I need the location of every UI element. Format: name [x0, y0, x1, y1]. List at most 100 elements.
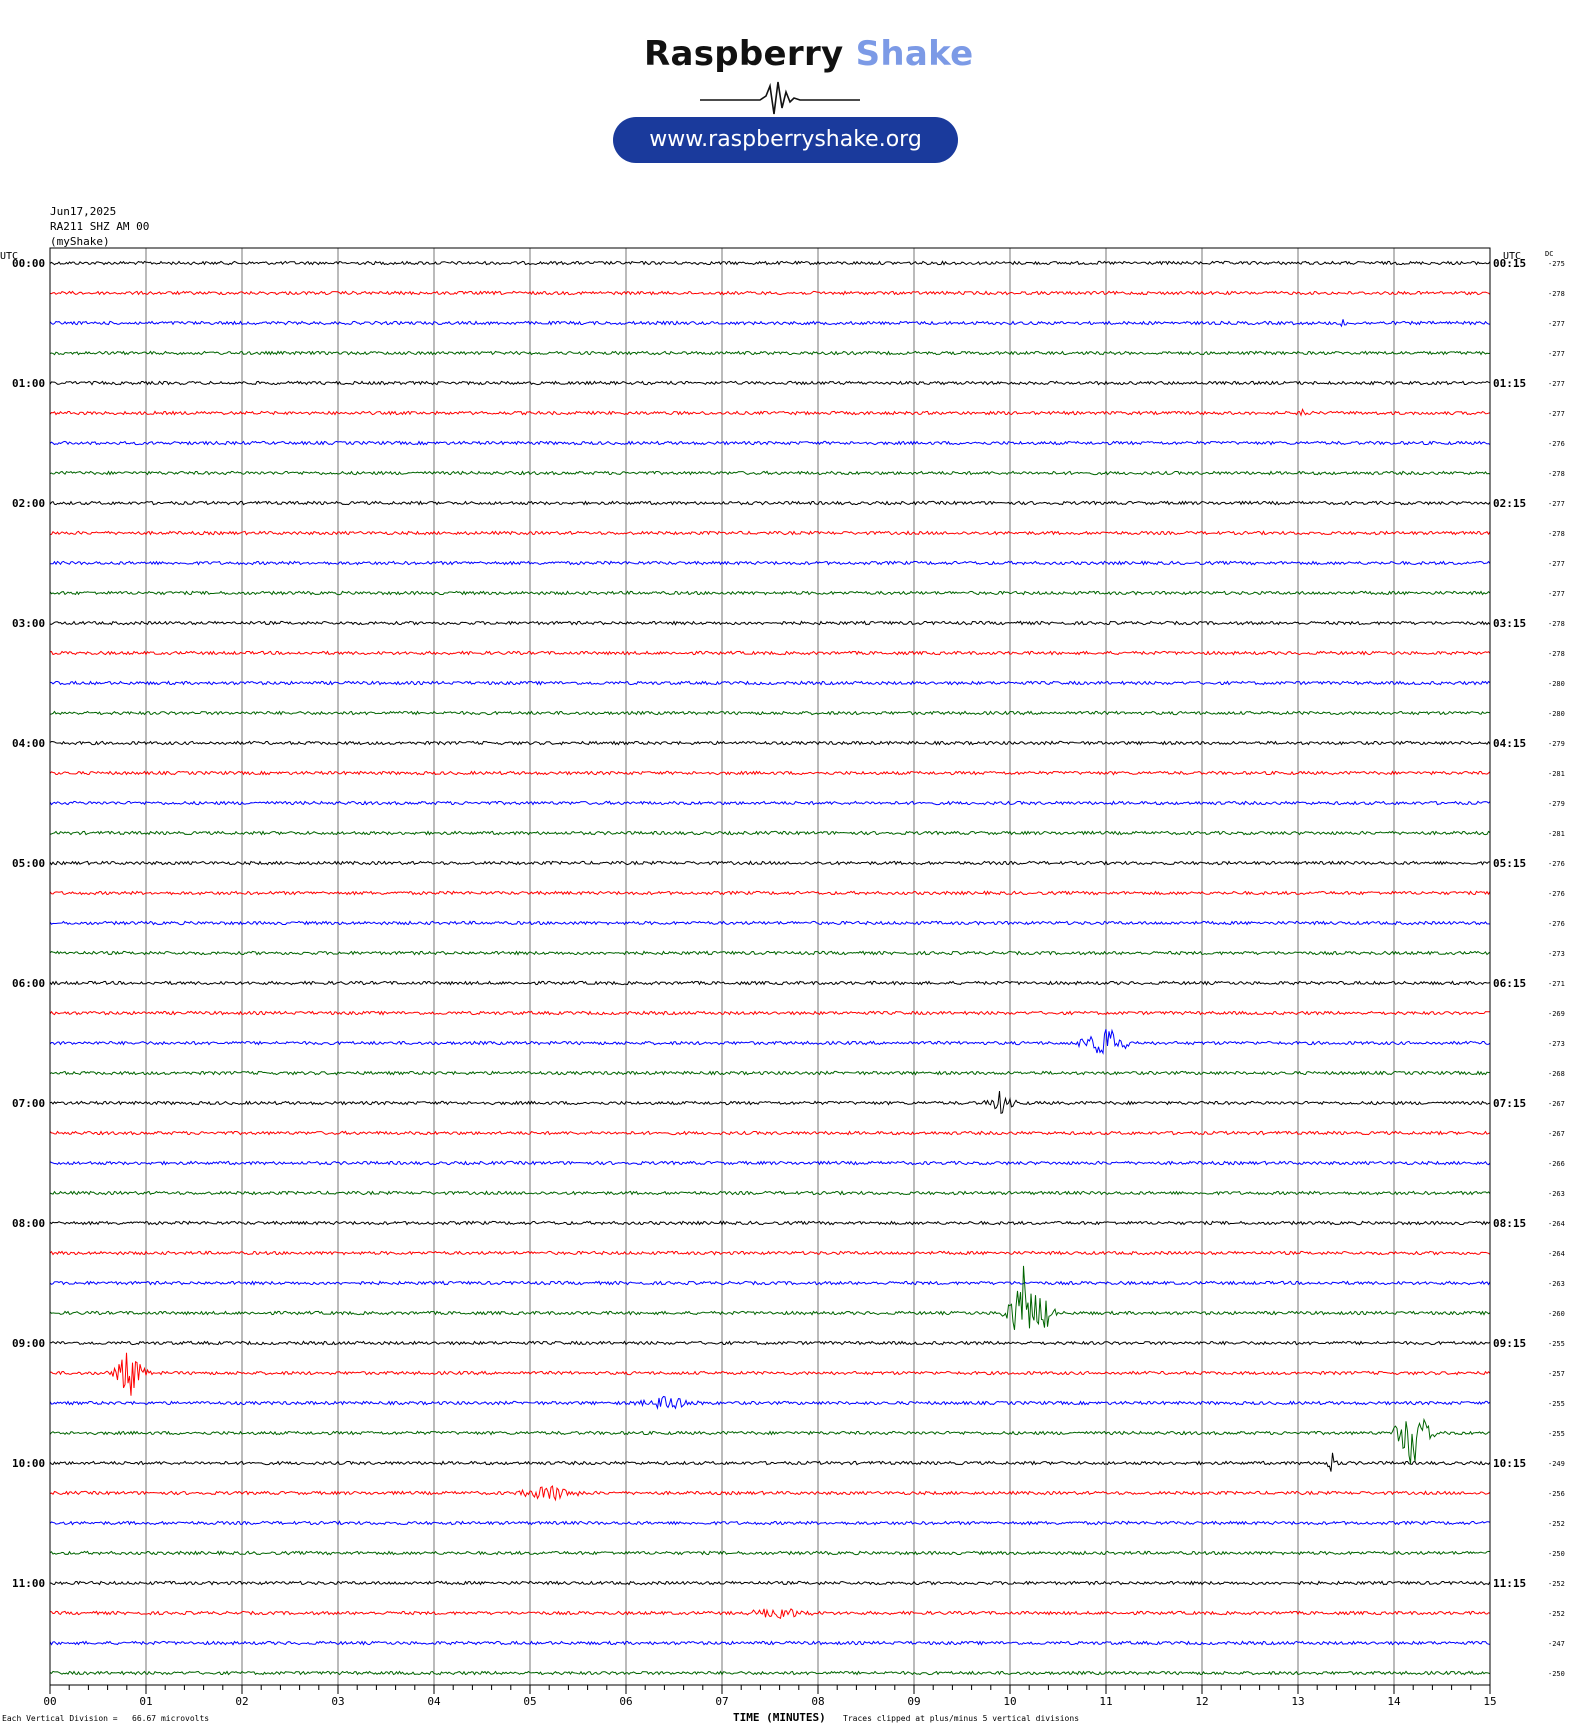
left-hour-label: 02:00: [12, 497, 45, 510]
seismic-trace: [49, 1485, 1491, 1502]
x-tick-label: 12: [1195, 1695, 1208, 1708]
right-hour-label: 01:15: [1493, 377, 1526, 390]
seismic-trace: [49, 1280, 1491, 1286]
dc-value: -277: [1548, 560, 1565, 568]
seismic-trace: [49, 650, 1491, 656]
right-hour-label: 06:15: [1493, 977, 1526, 990]
seismic-trace: [49, 1395, 1491, 1410]
dc-value: -281: [1548, 830, 1565, 838]
dc-value: -273: [1548, 950, 1565, 958]
dc-value: -277: [1548, 350, 1565, 358]
seismic-trace: [49, 470, 1491, 476]
brand-name-part1: Raspberry: [644, 34, 844, 74]
seismic-trace: [49, 770, 1491, 776]
dc-value: -280: [1548, 710, 1565, 718]
seismic-trace: [49, 1580, 1491, 1586]
dc-value: -263: [1548, 1280, 1565, 1288]
seismic-trace: [49, 1090, 1491, 1114]
seismic-trace: [49, 260, 1491, 266]
left-hour-label: 01:00: [12, 377, 45, 390]
seismic-trace: [49, 1070, 1491, 1076]
dc-value: -250: [1548, 1550, 1565, 1558]
dc-value: -280: [1548, 680, 1565, 688]
x-tick-label: 01: [139, 1695, 152, 1708]
right-hour-label: 09:15: [1493, 1337, 1526, 1350]
left-hour-label: 09:00: [12, 1337, 45, 1350]
dc-value: -278: [1548, 650, 1565, 658]
dc-value: -275: [1548, 260, 1565, 268]
seismic-trace: [49, 1250, 1491, 1256]
grid-lines: [145, 248, 1395, 1685]
dc-value: -277: [1548, 410, 1565, 418]
left-hour-label: 04:00: [12, 737, 45, 750]
left-hour-label: 10:00: [12, 1457, 45, 1470]
x-tick-label: 08: [811, 1695, 824, 1708]
dc-value: -273: [1548, 1040, 1565, 1048]
x-tick-label: 06: [619, 1695, 632, 1708]
dc-value: -277: [1548, 590, 1565, 598]
seismic-trace: [49, 740, 1491, 746]
dc-value: -281: [1548, 770, 1565, 778]
seismic-trace: [49, 319, 1491, 328]
left-axis-title: UTC: [0, 251, 18, 262]
seismic-trace: [49, 1340, 1491, 1346]
dc-value: -252: [1548, 1520, 1565, 1528]
seismic-trace: [50, 530, 1491, 536]
dc-value: -271: [1548, 980, 1565, 988]
dc-value: -264: [1548, 1220, 1565, 1228]
seismic-trace: [49, 1520, 1491, 1526]
website-url-badge[interactable]: www.raspberryshake.org: [613, 117, 958, 163]
seismic-trace: [49, 1010, 1491, 1016]
x-tick-label: 09: [907, 1695, 920, 1708]
seismic-trace: [49, 800, 1491, 806]
raspberry-shake-logo: Raspberry Shake www.raspberryshake.org: [600, 14, 990, 174]
right-hour-label: 03:15: [1493, 617, 1526, 630]
dc-value: -256: [1548, 1490, 1565, 1498]
dc-value: -278: [1548, 470, 1565, 478]
right-hour-label: 04:15: [1493, 737, 1526, 750]
seismic-trace: [49, 1550, 1491, 1556]
right-hour-label: 08:15: [1493, 1217, 1526, 1230]
right-axis-title: UTC: [1503, 251, 1521, 262]
x-tick-label: 14: [1387, 1695, 1401, 1708]
dc-title: DC: [1545, 250, 1553, 258]
plot-frame: [49, 247, 1491, 1686]
dc-value: -267: [1548, 1100, 1565, 1108]
seismic-trace: [49, 1352, 1491, 1396]
seismic-trace: [49, 860, 1491, 866]
right-hour-label: 11:15: [1493, 1577, 1526, 1590]
seismic-trace: [49, 408, 1491, 417]
x-tick-label: 05: [523, 1695, 536, 1708]
dc-value: -255: [1548, 1400, 1565, 1408]
seismic-trace: [49, 1265, 1491, 1330]
clip-note: Traces clipped at plus/minus 5 vertical …: [843, 1714, 1080, 1723]
seismic-trace: [49, 1220, 1491, 1226]
dc-value: -257: [1548, 1370, 1565, 1378]
dc-value: -278: [1548, 290, 1565, 298]
vertical-division-note: Each Vertical Division = 66.67 microvolt…: [2, 1714, 210, 1723]
left-hour-label: 11:00: [12, 1577, 45, 1590]
seismic-trace: [49, 830, 1491, 836]
dc-value: -249: [1548, 1460, 1565, 1468]
seismic-wave-icon: [700, 81, 860, 115]
seismic-trace: [49, 1640, 1491, 1646]
dc-value: -255: [1548, 1430, 1565, 1438]
seismic-trace: [49, 1028, 1491, 1055]
left-hour-label: 00:00: [12, 257, 45, 270]
axes: [49, 247, 1491, 1694]
x-tick-label: 07: [715, 1695, 728, 1708]
station-info: Jun17,2025 RA211 SHZ AM 00 (myShake): [50, 204, 149, 249]
dc-value: -279: [1548, 800, 1565, 808]
dc-value: -266: [1548, 1160, 1565, 1168]
dc-value: -276: [1548, 890, 1565, 898]
dc-value: -279: [1548, 740, 1565, 748]
dc-value: -255: [1548, 1340, 1565, 1348]
seismic-trace: [49, 1670, 1491, 1676]
x-tick-label: 11: [1099, 1695, 1112, 1708]
seismic-trace: [49, 1190, 1491, 1196]
axis-labels: 00 01 02 03 04 05 06 07 08 09 10 11 12 13 14 15 UTC UTC DC…: [0, 250, 1565, 1708]
dc-value: -260: [1548, 1310, 1565, 1318]
x-tick-label: 15: [1483, 1695, 1496, 1708]
dc-value: -247: [1548, 1640, 1565, 1648]
